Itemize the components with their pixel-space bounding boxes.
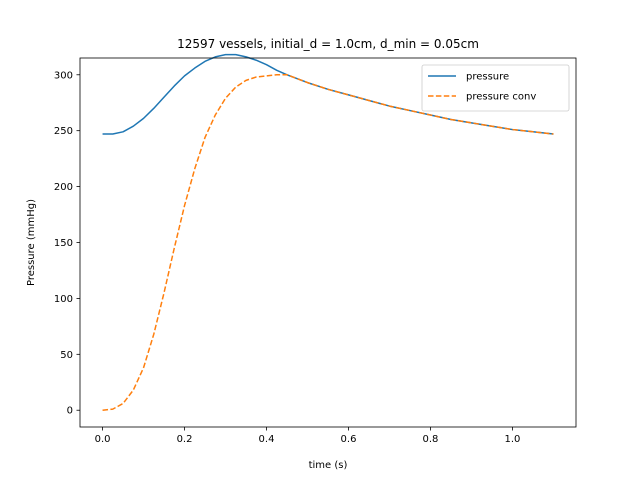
x-tick-label: 0.4 [259,434,275,445]
y-tick-label: 200 [54,182,73,193]
y-tick-label: 250 [54,126,73,137]
chart-title: 12597 vessels, initial_d = 1.0cm, d_min … [177,37,479,51]
y-tick-label: 300 [54,70,73,81]
y-tick-label: 0 [67,406,73,417]
y-tick-label: 150 [54,238,73,249]
legend-label-2: pressure conv [466,92,536,103]
x-tick-label: 0.0 [95,434,111,445]
legend-label-1: pressure [466,72,509,83]
series-line-2 [102,74,554,411]
y-tick-label: 50 [60,350,73,361]
legend: pressure pressure conv [421,64,570,112]
x-axis: 0.0 0.2 0.4 0.6 0.8 1.0 [95,427,521,445]
x-tick-label: 0.6 [341,434,357,445]
legend-box [421,64,570,112]
x-tick-label: 0.8 [423,434,439,445]
plot-area [102,53,554,411]
x-axis-label: time (s) [309,460,348,471]
x-tick-label: 1.0 [505,434,521,445]
y-tick-label: 100 [54,294,73,305]
x-tick-label: 0.2 [177,434,193,445]
y-axis: 0 50 100 150 200 250 300 [54,70,80,417]
y-axis-label: Pressure (mmHg) [26,199,37,286]
